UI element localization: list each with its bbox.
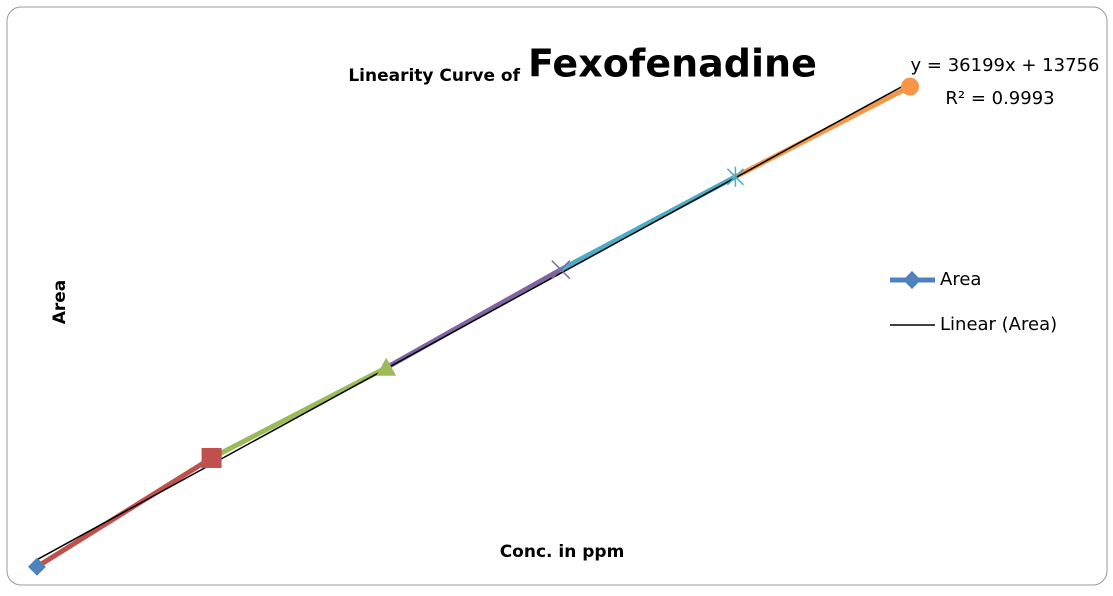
marker <box>901 77 920 96</box>
trendline-equation: y = 36199x + 13756 <box>911 55 1100 76</box>
marker <box>551 260 571 280</box>
y-axis-label: Area <box>50 280 70 325</box>
legend-label: Linear (Area) <box>940 314 1057 335</box>
chart-frame <box>6 6 1108 586</box>
marker <box>201 447 222 468</box>
trendline <box>36 81 911 561</box>
marker <box>903 271 921 289</box>
marker <box>27 557 46 576</box>
x-axis-label: Conc. in ppm <box>500 542 625 562</box>
marker <box>726 166 744 187</box>
marker <box>376 357 397 376</box>
trendline-r2: R² = 0.9993 <box>945 88 1054 109</box>
line-segment <box>558 174 738 273</box>
legend-label: Area <box>940 269 981 290</box>
chart-title: Linearity Curve of <box>348 66 520 86</box>
line-segment <box>209 365 389 461</box>
chart-title: Fexofenadine <box>528 42 817 86</box>
line-segment <box>383 267 564 371</box>
